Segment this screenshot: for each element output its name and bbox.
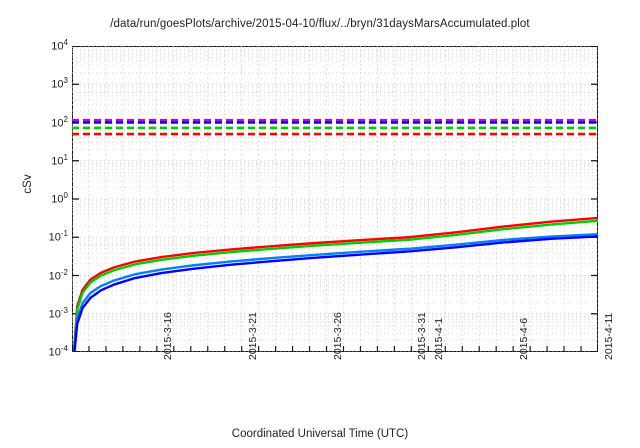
accumulated-dose-blue: [73, 235, 598, 352]
x-axis-tick-label: 2015-4-11: [603, 312, 615, 360]
y-axis-ticks: 104 103 102 101 100 10-1 10-2 10-3 10-4: [18, 0, 68, 448]
y-axis-label: cSv: [22, 174, 34, 194]
x-axis-tick-label: 2015-4-6: [518, 317, 531, 360]
y-axis-tick-label: 10-2: [48, 267, 68, 283]
x-axis-tick-label: 2015-3-26: [331, 312, 344, 360]
accumulated-dose-lightblue: [73, 233, 598, 352]
accumulated-dose-red: [72, 216, 598, 351]
y-axis-tick-label: 10-1: [48, 229, 68, 244]
plot-frame: [72, 46, 598, 352]
x-axis-label: Coordinated Universal Time (UTC): [231, 428, 409, 440]
y-axis-tick-label: 104: [51, 38, 68, 53]
y-axis-tick-label: 102: [51, 114, 68, 130]
x-axis-tick-label: 2015-3-16: [161, 312, 174, 360]
y-axis-tick-label: 10-4: [48, 344, 68, 359]
y-axis-tick-label: 10-3: [48, 305, 68, 321]
accumulated-dose-green: [72, 219, 598, 352]
plot-canvas: [72, 46, 598, 352]
y-axis-tick-label: 103: [51, 76, 68, 91]
y-axis-tick-label: 101: [51, 152, 68, 168]
x-axis-tick-label: 2015-3-31: [416, 312, 429, 360]
y-axis-tick-label: 100: [51, 191, 68, 206]
page-title: /data/run/goesPlots/archive/2015-04-10/f…: [110, 18, 530, 30]
x-axis-tick-label: 2015-3-21: [246, 312, 259, 360]
x-axis-tick-label: 2015-4-1: [433, 317, 446, 360]
